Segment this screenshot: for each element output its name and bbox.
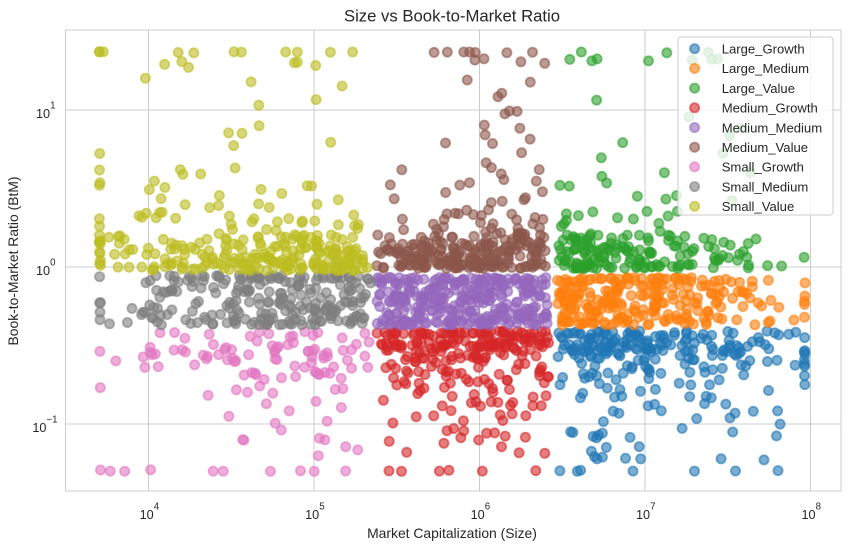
- svg-text:Medium_Medium: Medium_Medium: [722, 120, 823, 135]
- svg-text:0: 0: [50, 257, 56, 268]
- svg-text:Large_Medium: Large_Medium: [722, 61, 809, 76]
- svg-text:1: 1: [50, 100, 55, 111]
- svg-text:10: 10: [32, 421, 46, 435]
- svg-text:Large_Value: Large_Value: [722, 81, 795, 96]
- svg-text:10: 10: [36, 264, 50, 278]
- svg-text:Market Capitalization (Size): Market Capitalization (Size): [367, 525, 537, 541]
- svg-text:Small_Medium: Small_Medium: [722, 179, 809, 194]
- svg-text:Size vs Book-to-Market Ratio: Size vs Book-to-Market Ratio: [344, 7, 560, 26]
- svg-text:10: 10: [36, 107, 50, 121]
- svg-text:Small_Value: Small_Value: [722, 199, 795, 214]
- svg-text:Medium_Value: Medium_Value: [722, 140, 808, 155]
- svg-text:Medium_Growth: Medium_Growth: [722, 101, 818, 116]
- svg-text:Small_Growth: Small_Growth: [722, 160, 804, 175]
- svg-text:−1: −1: [47, 414, 58, 425]
- svg-text:Book-to-Market Ratio (BtM): Book-to-Market Ratio (BtM): [5, 176, 21, 345]
- svg-text:Large_Growth: Large_Growth: [722, 42, 805, 57]
